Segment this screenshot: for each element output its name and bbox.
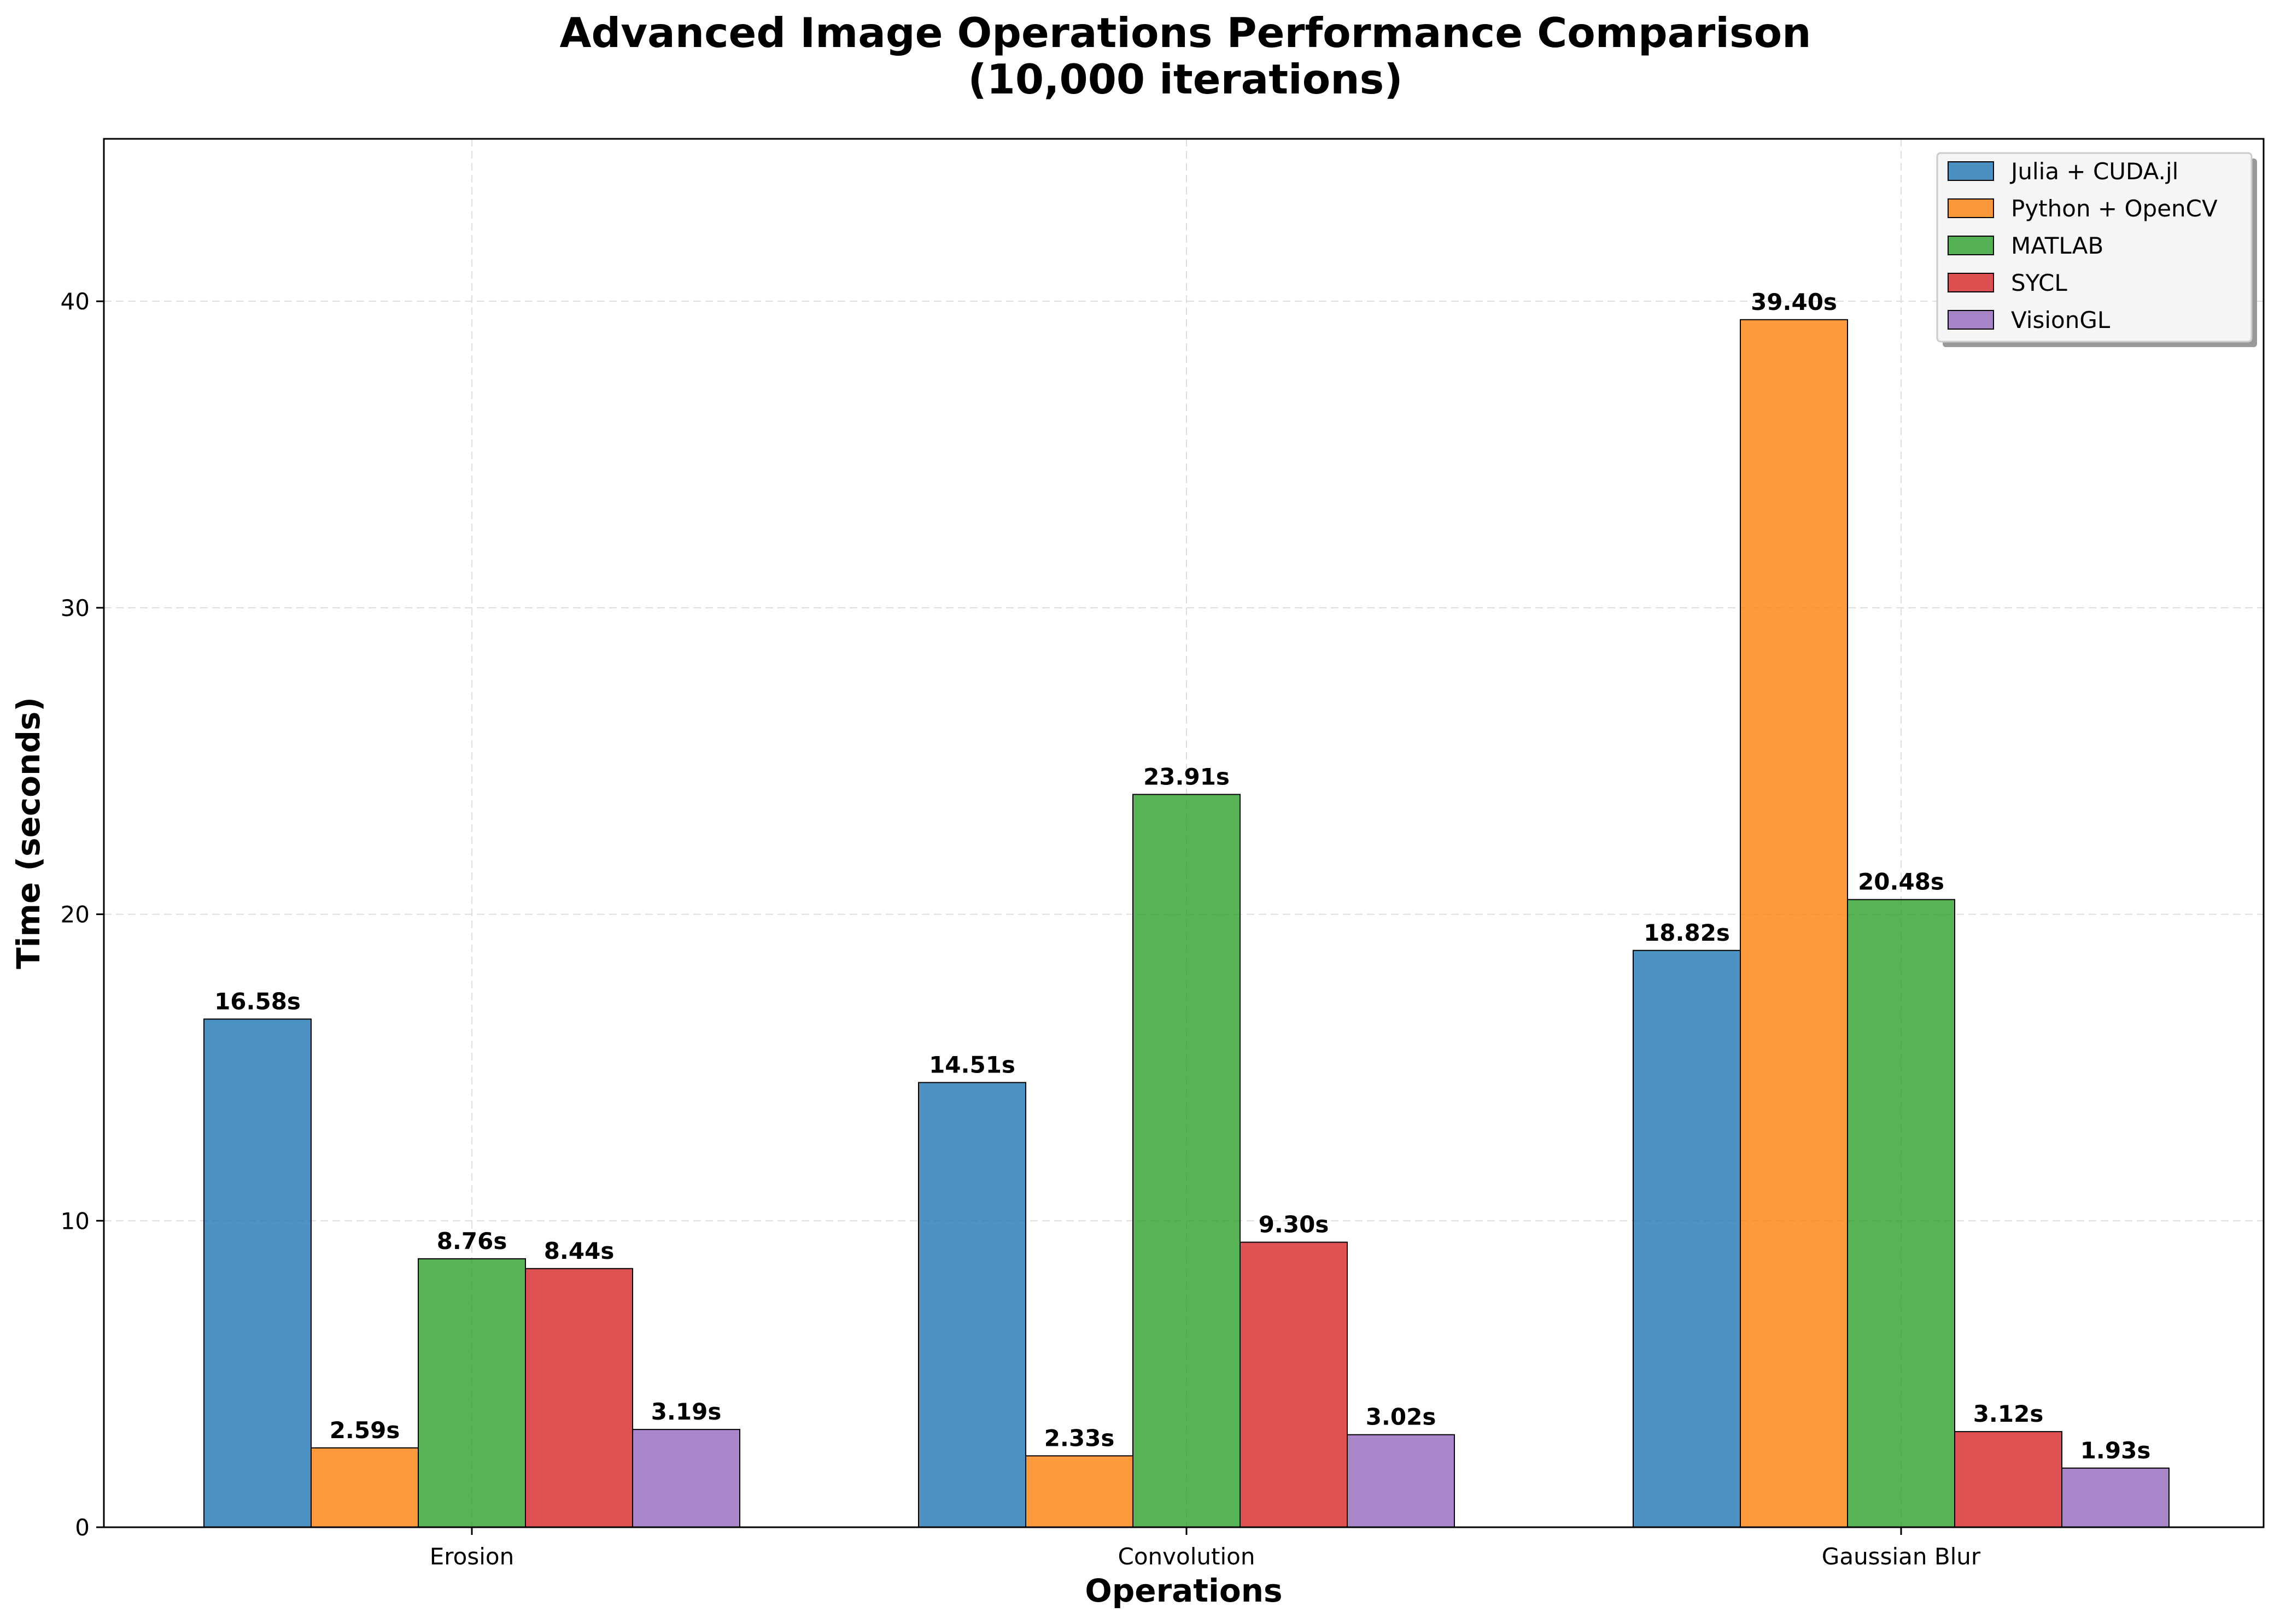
bar-label-3-2: 3.12s	[1973, 1400, 2044, 1427]
bar-2-2	[1847, 899, 1955, 1528]
bar-label-3-1: 9.30s	[1259, 1211, 1329, 1238]
x-tick-label-1: Convolution	[1118, 1543, 1255, 1570]
bar-1-0	[311, 1447, 419, 1528]
plot-area-frame	[103, 138, 2265, 1528]
legend-swatch-1	[1948, 198, 1994, 218]
y-axis-ticks: 0 10 20 30 40	[61, 288, 104, 1541]
bar-4-1	[1347, 1434, 1455, 1528]
x-axis-ticks: Erosion Convolution Gaussian Blur	[430, 1527, 1981, 1570]
bar-1-1	[1025, 1455, 1133, 1528]
bar-labels: 16.58s 14.51s 18.82s 2.59s 2.33s 39.40s 8.76s 2…	[214, 289, 2150, 1464]
bar-label-4-0: 3.19s	[651, 1398, 722, 1425]
bar-label-0-2: 18.82s	[1644, 919, 1730, 946]
bar-label-0-0: 16.58s	[214, 988, 301, 1015]
legend-label-3: SYCL	[2011, 269, 2067, 296]
bar-1-2	[1740, 319, 1848, 1528]
bar-0-1	[918, 1082, 1026, 1528]
legend-label-4: VisionGL	[2011, 307, 2111, 333]
bar-label-2-0: 8.76s	[437, 1228, 507, 1254]
legend-swatch-2	[1948, 236, 1994, 255]
bar-label-4-1: 3.02s	[1366, 1404, 1436, 1430]
bar-3-0	[525, 1268, 633, 1528]
bar-label-1-1: 2.33s	[1044, 1424, 1115, 1451]
x-tick-label-2: Gaussian Blur	[1822, 1543, 1981, 1570]
bar-label-4-2: 1.93s	[2080, 1437, 2151, 1464]
bar-4-2	[2061, 1467, 2170, 1528]
bar-3-1	[1240, 1241, 1348, 1528]
bar-4-0	[632, 1429, 740, 1528]
legend-swatch-0	[1948, 161, 1994, 181]
x-axis-label: Operations	[1085, 1572, 1282, 1609]
bar-3-2	[1954, 1431, 2062, 1528]
y-tick-label-2: 20	[61, 901, 90, 928]
legend-swatch-4	[1948, 310, 1994, 330]
bars	[203, 319, 2170, 1528]
bar-0-0	[203, 1018, 312, 1528]
legend-label-0: Julia + CUDA.jl	[2009, 158, 2178, 185]
bar-0-2	[1633, 949, 1741, 1528]
bar-label-2-1: 23.91s	[1143, 763, 1230, 790]
legend: Julia + CUDA.jl Python + OpenCV MATLAB SYCL…	[1936, 152, 2257, 347]
y-tick-label-0: 0	[75, 1514, 90, 1541]
bar-2-0	[418, 1258, 526, 1528]
bar-label-1-2: 39.40s	[1751, 289, 1837, 315]
y-tick-label-4: 40	[61, 288, 90, 315]
bar-label-0-1: 14.51s	[929, 1051, 1015, 1078]
bar-label-1-0: 2.59s	[330, 1417, 400, 1444]
chart-title: Advanced Image Operations Performance Co…	[559, 9, 1811, 57]
x-tick-label-0: Erosion	[430, 1543, 514, 1570]
legend-box	[1936, 152, 2253, 343]
legend-label-1: Python + OpenCV	[2011, 195, 2218, 222]
bar-2-1	[1132, 794, 1241, 1528]
y-axis-label: Time (seconds)	[10, 697, 47, 969]
y-tick-label-3: 30	[61, 595, 90, 622]
bar-label-3-0: 8.44s	[544, 1238, 615, 1264]
legend-items: Julia + CUDA.jl Python + OpenCV MATLAB SYCL…	[1948, 158, 2218, 333]
legend-label-2: MATLAB	[2011, 232, 2103, 259]
legend-swatch-3	[1948, 273, 1994, 292]
y-tick-label-1: 10	[61, 1207, 90, 1234]
bar-label-2-2: 20.48s	[1858, 869, 1944, 895]
chart-subtitle: (10,000 iterations)	[968, 55, 1402, 103]
